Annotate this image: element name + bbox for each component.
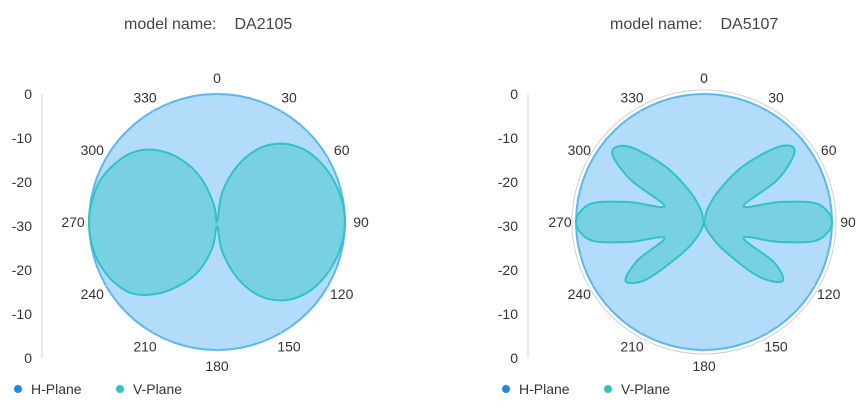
grid-spoke	[105, 221, 218, 287]
legend-label-h-plane: H-Plane	[31, 381, 82, 397]
grid-spoke	[105, 157, 218, 223]
angle-tick-label: 210	[620, 339, 644, 355]
grid-spoke	[639, 110, 705, 223]
model-title: model name: DA2105	[124, 16, 292, 34]
radial-tick-label: -30	[12, 218, 32, 234]
radial-tick-label: -10	[498, 306, 518, 322]
angle-tick-label: 180	[692, 358, 716, 374]
chart-panel-da5107: model name: DA5107 0 -10 -20 -30 -20 -10 0 0 30 60…	[432, 0, 864, 414]
radial-tick-label: -20	[498, 174, 518, 190]
legend-item-h-plane[interactable]: H-Plane	[14, 381, 82, 397]
legend-item-h-plane[interactable]: H-Plane	[502, 381, 570, 397]
angle-tick-label: 240	[81, 286, 105, 302]
h-plane-dot-icon	[502, 385, 510, 393]
angle-tick-label: 150	[277, 339, 301, 355]
model-name-value: DA5107	[720, 16, 779, 33]
angle-tick-label: 210	[133, 339, 157, 355]
angle-tick-label: 120	[330, 286, 354, 302]
legend-label-v-plane: V-Plane	[621, 381, 671, 397]
angle-tick-label: 60	[334, 142, 350, 158]
angle-tick-label: 0	[213, 70, 221, 86]
legend-label-h-plane: H-Plane	[519, 381, 570, 397]
grid-spoke	[592, 157, 705, 223]
outer-ring	[571, 89, 837, 355]
model-name-value: DA2105	[234, 16, 293, 33]
grid-spoke	[216, 110, 282, 223]
model-name-label: model name:	[610, 16, 703, 33]
legend-item-v-plane[interactable]: V-Plane	[604, 381, 670, 397]
legend-item-v-plane[interactable]: V-Plane	[116, 381, 182, 397]
grid-spoke	[152, 110, 218, 223]
radial-tick-label: -10	[498, 130, 518, 146]
radial-tick-label: -20	[12, 174, 32, 190]
radial-tick-label: 0	[24, 86, 32, 102]
grid-spoke	[703, 221, 816, 287]
radial-tick-label: -30	[498, 218, 518, 234]
angle-tick-label: 300	[81, 142, 105, 158]
angle-tick-label: 0	[700, 70, 708, 86]
angle-tick-label: 300	[568, 142, 592, 158]
grid-spoke	[592, 221, 705, 287]
angle-tick-label: 150	[764, 339, 788, 355]
radial-tick-label: -10	[12, 306, 32, 322]
grid-spoke	[216, 157, 329, 223]
model-name-label: model name:	[124, 16, 217, 33]
h-plane-dot-icon	[14, 385, 22, 393]
grid-spoke	[216, 221, 329, 287]
angle-tick-label: 30	[281, 89, 297, 105]
angle-tick-label: 270	[61, 214, 85, 230]
radial-tick-label: 0	[510, 86, 518, 102]
v-plane-pattern	[574, 144, 834, 285]
angle-tick-label: 240	[568, 286, 592, 302]
model-title: model name: DA5107	[610, 16, 778, 34]
radial-tick-label: 0	[24, 350, 32, 366]
angle-tick-label: 180	[205, 358, 229, 374]
v-plane-pattern	[87, 142, 347, 302]
angle-tick-label: 90	[353, 214, 369, 230]
polar-chart-da5107: 0 -10 -20 -30 -20 -10 0 0 30 60 90 120 150 180 210 240 2…	[498, 70, 856, 374]
angle-tick-label: 270	[548, 214, 572, 230]
angle-tick-label: 60	[821, 142, 837, 158]
grid-spoke	[216, 221, 282, 334]
polar-chart-da2105: 0 -10 -20 -30 -20 -10 0 0 30 60 90 120 150 180 210 240 2…	[12, 70, 369, 374]
angle-tick-label: 330	[620, 89, 644, 105]
legend-label-v-plane: V-Plane	[133, 381, 183, 397]
grid-spoke	[152, 221, 218, 334]
v-plane-dot-icon	[604, 385, 612, 393]
radial-tick-label: 0	[510, 350, 518, 366]
angle-tick-label: 330	[133, 89, 157, 105]
angle-tick-label: 120	[817, 286, 841, 302]
radial-tick-label: -10	[12, 130, 32, 146]
grid-spoke	[703, 157, 816, 223]
angle-tick-label: 90	[840, 214, 856, 230]
radial-tick-label: -20	[12, 262, 32, 278]
v-plane-dot-icon	[116, 385, 124, 393]
radial-tick-label: -20	[498, 262, 518, 278]
grid-spoke	[703, 110, 769, 223]
chart-panel-da2105: model name: DA2105 0 -10 -20 -30 -20 -10 0 0 30 60…	[0, 0, 432, 414]
angle-tick-label: 30	[768, 89, 784, 105]
